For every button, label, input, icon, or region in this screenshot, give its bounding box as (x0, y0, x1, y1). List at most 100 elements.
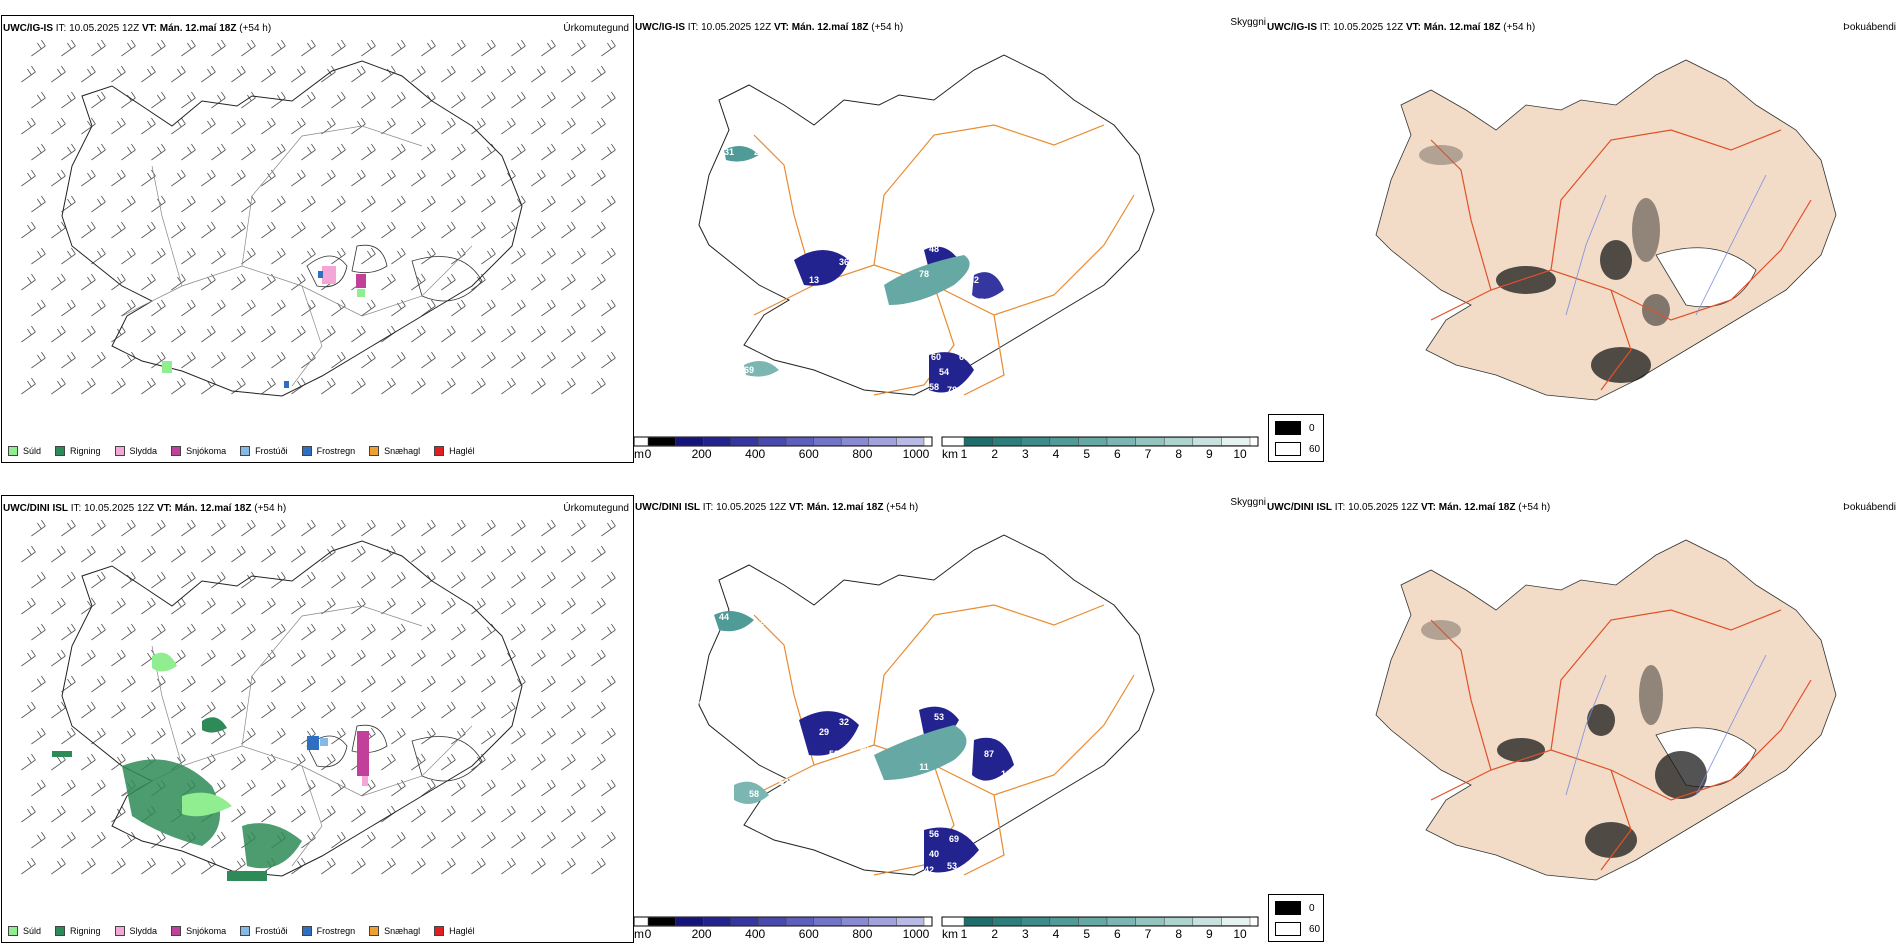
wind-barb (381, 221, 396, 239)
wind-barb (61, 39, 76, 57)
wind-barb (51, 273, 66, 291)
wind-barb (381, 597, 396, 615)
legend-label: Frostregn (316, 926, 356, 936)
wind-barb (511, 247, 526, 265)
wind-barb (441, 117, 456, 135)
wind-barb (321, 701, 336, 719)
wind-barb (411, 545, 426, 563)
wind-barb (81, 545, 96, 563)
colorbar-segment (730, 437, 759, 446)
visibility-panel-2: UWC/DINI ISL IT: 10.05.2025 12Z VT: Mán.… (634, 495, 1266, 943)
wind-barb (201, 325, 216, 343)
lead-time: (+54 h) (1503, 22, 1536, 33)
wind-barb (541, 247, 556, 265)
iceland-coastline (698, 54, 1155, 396)
wind-barb (561, 117, 576, 135)
wind-barb (541, 675, 556, 693)
wind-barb (31, 831, 46, 849)
wind-barb (201, 169, 216, 187)
wind-barb (21, 273, 36, 291)
wind-barb (601, 623, 616, 641)
visibility-title: Skyggni (1230, 497, 1266, 508)
visibility-value-label: 19 (729, 165, 739, 175)
visibility-value-label: 74 (869, 697, 879, 707)
wind-barb (411, 805, 426, 823)
wind-barb (301, 519, 316, 537)
legend-label: Frostúði (255, 446, 288, 456)
wind-barb (361, 299, 376, 317)
wind-barb (381, 169, 396, 187)
fog-patches (1421, 620, 1707, 858)
colorbar-tick-label: 5 (1083, 927, 1090, 941)
wind-barb (141, 221, 156, 239)
wind-barb (351, 325, 366, 343)
fog-legend-label: 0 (1309, 902, 1315, 914)
wind-barb (21, 753, 36, 771)
wind-barb (231, 545, 246, 563)
wind-barb (601, 299, 616, 317)
wind-barb (91, 727, 106, 745)
wind-barb (181, 91, 196, 109)
wind-barb (271, 299, 286, 317)
lead-time: (+54 h) (886, 502, 919, 513)
legend-item: Rigning (55, 446, 101, 456)
wind-barb (441, 753, 456, 771)
legend-label: Haglél (449, 926, 475, 936)
fog-legend-label: 60 (1309, 923, 1321, 935)
wind-barb (501, 597, 516, 615)
visibility-value-label: 32 (969, 275, 979, 285)
colorbar-segment (730, 917, 759, 926)
wind-barb (31, 623, 46, 641)
wind-barb (151, 299, 166, 317)
wind-barb (171, 701, 186, 719)
wind-barb (261, 753, 276, 771)
wind-barb (81, 597, 96, 615)
colorbar-segment (647, 437, 676, 446)
wind-barb (91, 351, 106, 369)
wind-barb (531, 65, 546, 83)
wind-barb (31, 779, 46, 797)
wind-barb (291, 169, 306, 187)
wind-barb (321, 221, 336, 239)
wind-barb (331, 143, 346, 161)
wind-barb (481, 143, 496, 161)
wind-barb (331, 779, 346, 797)
fog-legend-item: 0 (1275, 421, 1315, 435)
wind-barb (271, 39, 286, 57)
visibility-value-label: 69 (744, 365, 754, 375)
wind-barb (321, 65, 336, 83)
wind-barb (81, 649, 96, 667)
wind-barb (321, 325, 336, 343)
wind-barb (571, 247, 586, 265)
legend-swatch (8, 926, 18, 936)
wind-barb (181, 623, 196, 641)
wind-barb (541, 519, 556, 537)
wind-barb (511, 91, 526, 109)
visibility-value-label: 22 (989, 695, 999, 705)
wind-barb (291, 325, 306, 343)
wind-barb (301, 779, 316, 797)
fog-legend-swatch (1275, 442, 1301, 456)
legend-label: Snæhagl (384, 446, 421, 456)
wind-barb (591, 273, 606, 291)
wind-barb (141, 273, 156, 291)
wind-barb (591, 65, 606, 83)
wind-barb (171, 169, 186, 187)
wind-barb (261, 117, 276, 135)
wind-barb (31, 299, 46, 317)
visibility-value-label: 21 (754, 147, 764, 157)
wind-barb (531, 117, 546, 135)
wind-barb (471, 65, 486, 83)
wind-barb (201, 649, 216, 667)
colorbar-segment (1078, 437, 1108, 446)
wind-barb (541, 623, 556, 641)
wind-barb (291, 857, 306, 875)
wind-barb (171, 65, 186, 83)
wind-barb (501, 273, 516, 291)
wind-barb (601, 831, 616, 849)
wind-barb (541, 39, 556, 57)
wind-barb (391, 675, 406, 693)
visibility-value-label: 54 (939, 367, 949, 377)
legend-label: Haglél (449, 446, 475, 456)
wind-barb (511, 779, 526, 797)
